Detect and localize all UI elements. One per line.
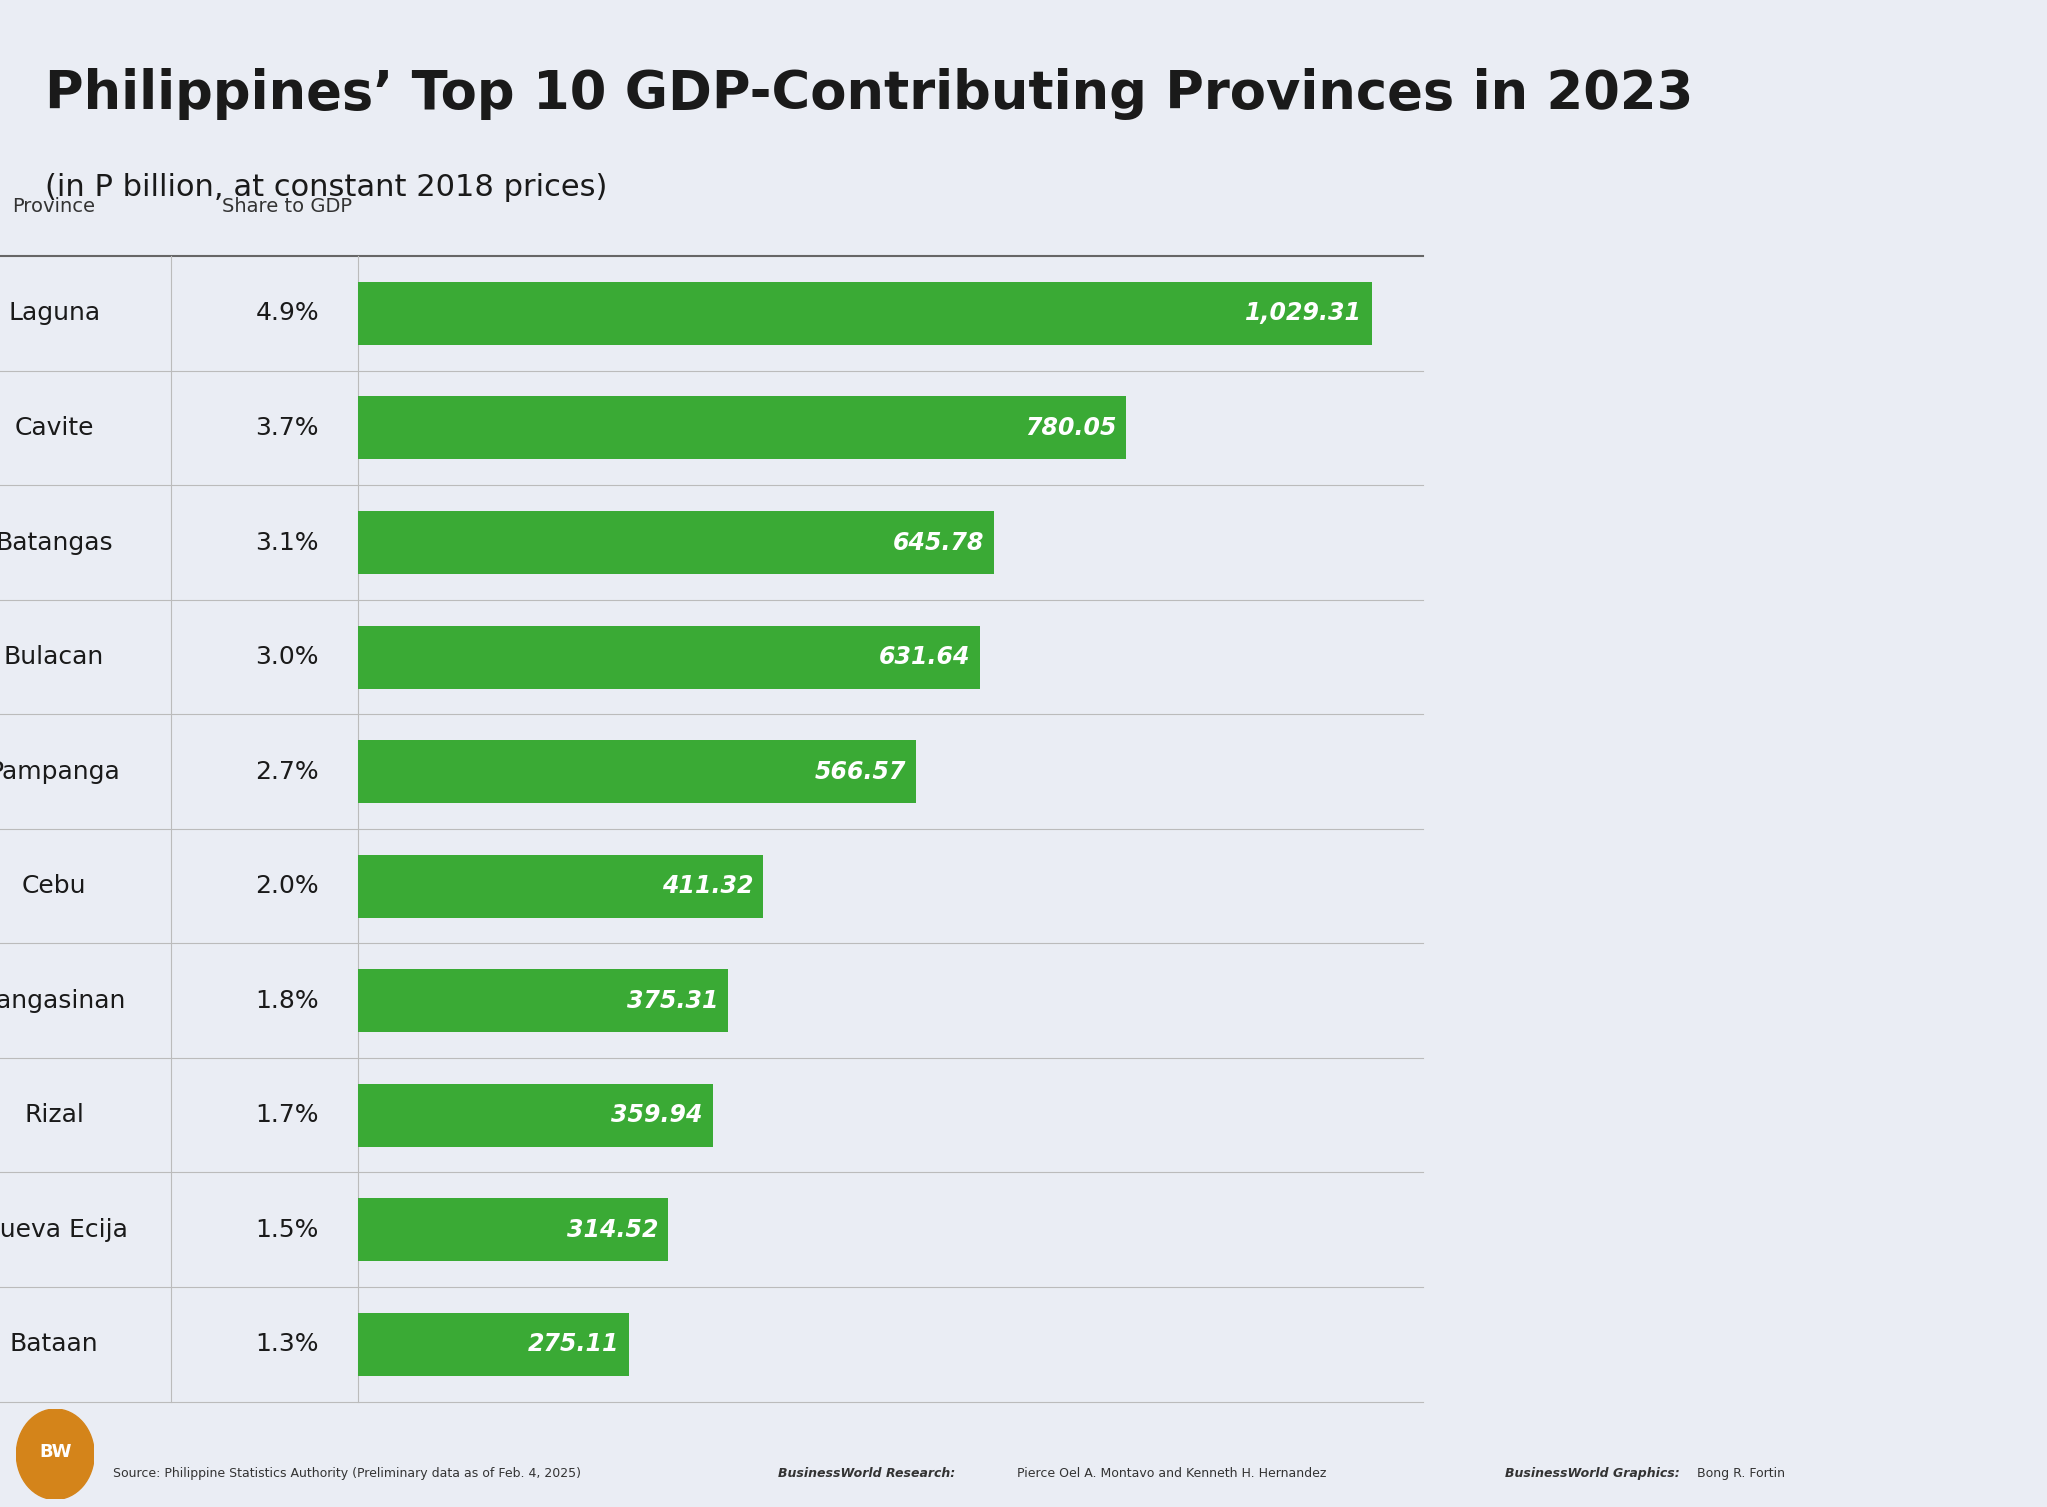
Ellipse shape (16, 1409, 94, 1499)
Bar (358, 625, 981, 689)
Text: Cavite: Cavite (14, 416, 94, 440)
Text: 780.05: 780.05 (1026, 416, 1116, 440)
Text: Share to GDP: Share to GDP (223, 197, 352, 216)
Text: 631.64: 631.64 (878, 645, 970, 669)
Text: 645.78: 645.78 (892, 530, 985, 555)
Text: 3.1%: 3.1% (256, 530, 319, 555)
Bar (358, 282, 1371, 345)
Text: (in P billion, at constant 2018 prices): (in P billion, at constant 2018 prices) (45, 173, 608, 202)
Text: 2.7%: 2.7% (256, 760, 319, 784)
Text: 314.52: 314.52 (567, 1218, 659, 1242)
Text: Nueva Ecija: Nueva Ecija (0, 1218, 127, 1242)
Text: 1,029.31: 1,029.31 (1245, 301, 1361, 326)
Bar (358, 740, 917, 803)
Text: 1.8%: 1.8% (256, 989, 319, 1013)
Bar (358, 854, 764, 918)
Text: Bong R. Fortin: Bong R. Fortin (1693, 1466, 1785, 1480)
Text: 566.57: 566.57 (815, 760, 907, 784)
Text: Province: Province (12, 197, 96, 216)
Text: Cebu: Cebu (23, 874, 86, 898)
Text: Bataan: Bataan (10, 1332, 98, 1356)
Bar (358, 1198, 667, 1261)
Text: 1.5%: 1.5% (256, 1218, 319, 1242)
Text: 1.7%: 1.7% (256, 1103, 319, 1127)
Text: Pangasinan: Pangasinan (0, 989, 125, 1013)
Text: Bulacan: Bulacan (4, 645, 104, 669)
Text: BusinessWorld Graphics:: BusinessWorld Graphics: (1505, 1466, 1679, 1480)
Text: Source: Philippine Statistics Authority (Preliminary data as of Feb. 4, 2025): Source: Philippine Statistics Authority … (113, 1466, 581, 1480)
Text: 3.0%: 3.0% (256, 645, 319, 669)
Text: Pierce Oel A. Montavo and Kenneth H. Hernandez: Pierce Oel A. Montavo and Kenneth H. Her… (1013, 1466, 1326, 1480)
Text: 411.32: 411.32 (661, 874, 753, 898)
Text: 275.11: 275.11 (528, 1332, 620, 1356)
Text: 359.94: 359.94 (612, 1103, 702, 1127)
Text: 1.3%: 1.3% (256, 1332, 319, 1356)
Bar (358, 511, 995, 574)
Text: 4.9%: 4.9% (256, 301, 319, 326)
Text: 375.31: 375.31 (626, 989, 718, 1013)
Text: BusinessWorld Research:: BusinessWorld Research: (778, 1466, 956, 1480)
Text: 2.0%: 2.0% (256, 874, 319, 898)
Bar (358, 1313, 628, 1376)
Text: 3.7%: 3.7% (256, 416, 319, 440)
Bar (358, 1084, 712, 1147)
Text: Philippines’ Top 10 GDP-Contributing Provinces in 2023: Philippines’ Top 10 GDP-Contributing Pro… (45, 68, 1693, 121)
Text: Pampanga: Pampanga (0, 760, 121, 784)
Bar (358, 396, 1126, 460)
Text: Rizal: Rizal (25, 1103, 84, 1127)
Text: Laguna: Laguna (8, 301, 100, 326)
Text: Batangas: Batangas (0, 530, 113, 555)
Bar (358, 969, 729, 1032)
Text: BW: BW (39, 1444, 72, 1462)
